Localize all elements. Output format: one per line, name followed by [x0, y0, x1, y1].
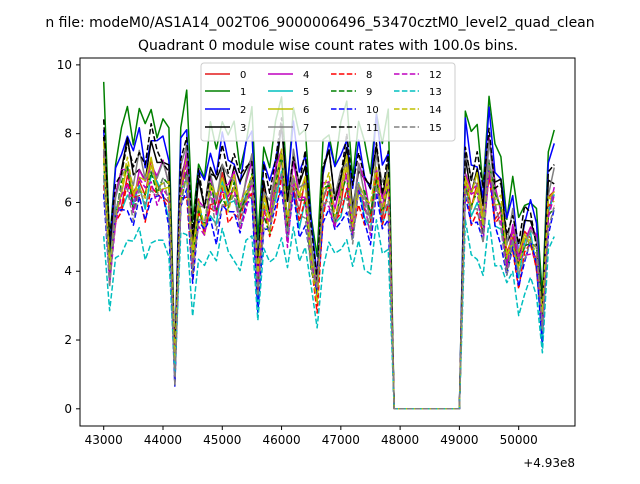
legend-label-15: 15 [429, 123, 442, 134]
series-line-15 [102, 159, 555, 410]
legend-label-5: 5 [303, 87, 309, 98]
x-axis: 43000 44000 45000 46000 47000 48000 49000 50000 [85, 426, 538, 447]
series-line-14 [102, 148, 555, 410]
y-tick-label: 6 [64, 195, 72, 209]
series-layer [102, 81, 555, 410]
x-tick-label: 45000 [203, 433, 241, 447]
y-tick-label: 8 [64, 127, 72, 141]
y-tick-label: 4 [64, 264, 72, 278]
chart-title: Quadrant 0 module wise count rates with … [138, 38, 518, 54]
x-tick-label: 47000 [322, 433, 360, 447]
legend-box [200, 62, 456, 142]
legend-label-10: 10 [366, 105, 379, 116]
x-tick-label: 46000 [262, 433, 300, 447]
legend-label-3: 3 [240, 123, 246, 134]
x-tick-label: 50000 [500, 433, 538, 447]
x-tick-label: 48000 [381, 433, 419, 447]
legend-label-1: 1 [240, 87, 246, 98]
legend-label-11: 11 [366, 123, 379, 134]
legend-label-0: 0 [240, 70, 246, 81]
legend-label-2: 2 [240, 105, 246, 116]
y-tick-label: 10 [57, 58, 72, 72]
chart-suptitle: n file: modeM0/AS1A14_002T06_9000006496_… [45, 15, 594, 31]
legend-label-14: 14 [429, 105, 442, 116]
y-tick-label: 0 [64, 402, 72, 416]
axes-frame [79, 57, 576, 427]
legend-label-4: 4 [303, 70, 309, 81]
legend-label-12: 12 [429, 70, 442, 81]
y-axis: 0 2 4 6 8 10 [57, 58, 80, 416]
legend-label-7: 7 [303, 123, 309, 134]
legend-label-8: 8 [366, 70, 372, 81]
series-line-13 [102, 219, 555, 410]
x-tick-label: 44000 [144, 433, 182, 447]
legend-label-9: 9 [366, 87, 372, 98]
y-tick-label: 2 [64, 333, 72, 347]
x-tick-label: 49000 [440, 433, 478, 447]
x-offset-label: +4.93e8 [523, 456, 575, 470]
legend-label-6: 6 [303, 105, 309, 116]
x-tick-label: 43000 [85, 433, 123, 447]
legend-label-13: 13 [429, 87, 442, 98]
